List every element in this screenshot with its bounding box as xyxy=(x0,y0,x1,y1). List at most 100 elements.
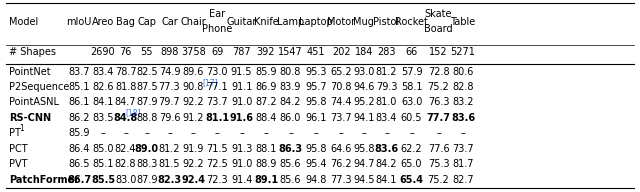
Text: 1: 1 xyxy=(19,124,24,133)
Text: 85.6: 85.6 xyxy=(280,159,301,169)
Text: 81.7: 81.7 xyxy=(452,159,474,169)
Text: 283: 283 xyxy=(377,47,396,57)
Text: 82.5: 82.5 xyxy=(136,67,157,77)
Text: 85.9: 85.9 xyxy=(68,128,90,138)
Text: –: – xyxy=(461,128,465,138)
Text: P2Sequence: P2Sequence xyxy=(10,82,70,92)
Text: 82.7: 82.7 xyxy=(452,175,474,185)
Text: 91.0: 91.0 xyxy=(231,97,252,107)
Text: 84.2: 84.2 xyxy=(376,159,397,169)
Text: 86.0: 86.0 xyxy=(280,113,301,123)
Text: 73.7: 73.7 xyxy=(330,113,352,123)
Text: 74.4: 74.4 xyxy=(331,97,352,107)
Text: –: – xyxy=(191,128,196,138)
Text: 86.7: 86.7 xyxy=(67,175,92,185)
Text: 75.3: 75.3 xyxy=(428,159,449,169)
Text: –: – xyxy=(409,128,414,138)
Text: –: – xyxy=(384,128,389,138)
Text: 76: 76 xyxy=(120,47,132,57)
Text: –: – xyxy=(314,128,319,138)
Text: 81.2: 81.2 xyxy=(159,144,180,154)
Text: 83.5: 83.5 xyxy=(92,113,114,123)
Text: 94.5: 94.5 xyxy=(353,175,374,185)
Text: 85.1: 85.1 xyxy=(92,159,114,169)
Text: 83.0: 83.0 xyxy=(115,175,136,185)
Text: PCT: PCT xyxy=(10,144,28,154)
Text: 787: 787 xyxy=(232,47,251,57)
Text: 57.9: 57.9 xyxy=(401,67,422,77)
Text: 88.1: 88.1 xyxy=(255,144,276,154)
Text: Board: Board xyxy=(424,24,453,34)
Text: –: – xyxy=(339,128,344,138)
Text: 82.8: 82.8 xyxy=(115,159,136,169)
Text: 72.3: 72.3 xyxy=(206,175,228,185)
Text: 73.7: 73.7 xyxy=(452,144,474,154)
Text: –: – xyxy=(264,128,269,138)
Text: 95.8: 95.8 xyxy=(353,144,374,154)
Text: 75.2: 75.2 xyxy=(428,175,449,185)
Text: 83.6: 83.6 xyxy=(374,144,399,154)
Text: 70.8: 70.8 xyxy=(331,82,352,92)
Text: 86.3: 86.3 xyxy=(278,144,303,154)
Text: 62.2: 62.2 xyxy=(401,144,422,154)
Text: 87.5: 87.5 xyxy=(136,82,157,92)
Text: 94.6: 94.6 xyxy=(353,82,374,92)
Text: 79.6: 79.6 xyxy=(159,113,180,123)
Text: 89.0: 89.0 xyxy=(135,144,159,154)
Text: 88.4: 88.4 xyxy=(255,113,276,123)
Text: –: – xyxy=(362,128,366,138)
Text: 77.3: 77.3 xyxy=(159,82,180,92)
Text: 84.2: 84.2 xyxy=(280,97,301,107)
Text: [18]: [18] xyxy=(125,109,141,118)
Text: 91.6: 91.6 xyxy=(230,113,253,123)
Text: 94.8: 94.8 xyxy=(305,175,327,185)
Text: –: – xyxy=(167,128,172,138)
Text: 65.2: 65.2 xyxy=(330,67,352,77)
Text: 79.7: 79.7 xyxy=(159,97,180,107)
Text: 85.6: 85.6 xyxy=(280,175,301,185)
Text: [17]: [17] xyxy=(203,78,218,87)
Text: 89.6: 89.6 xyxy=(182,67,204,77)
Text: 84.1: 84.1 xyxy=(92,97,114,107)
Text: PointASNL: PointASNL xyxy=(10,97,60,107)
Text: 86.9: 86.9 xyxy=(255,82,276,92)
Text: 82.3: 82.3 xyxy=(157,175,182,185)
Text: 63.0: 63.0 xyxy=(401,97,422,107)
Text: 83.6: 83.6 xyxy=(451,113,475,123)
Text: 392: 392 xyxy=(257,47,275,57)
Text: 79.3: 79.3 xyxy=(376,82,397,92)
Text: 83.2: 83.2 xyxy=(452,97,474,107)
Text: 87.9: 87.9 xyxy=(136,97,157,107)
Text: 95.3: 95.3 xyxy=(305,67,327,77)
Text: 95.7: 95.7 xyxy=(305,82,327,92)
Text: 81.2: 81.2 xyxy=(376,67,397,77)
Text: 83.4: 83.4 xyxy=(376,113,397,123)
Text: 71.5: 71.5 xyxy=(206,144,228,154)
Text: 94.1: 94.1 xyxy=(353,113,374,123)
Text: 87.2: 87.2 xyxy=(255,97,277,107)
Text: 5271: 5271 xyxy=(451,47,476,57)
Text: PatchFormer: PatchFormer xyxy=(10,175,79,185)
Text: –: – xyxy=(123,128,128,138)
Text: 76.2: 76.2 xyxy=(330,159,352,169)
Text: Laptop: Laptop xyxy=(300,17,333,27)
Text: 82.6: 82.6 xyxy=(92,82,114,92)
Text: Bag: Bag xyxy=(116,17,135,27)
Text: Knife: Knife xyxy=(253,17,278,27)
Text: 60.5: 60.5 xyxy=(401,113,422,123)
Text: 75.2: 75.2 xyxy=(428,82,449,92)
Text: 93.0: 93.0 xyxy=(353,67,374,77)
Text: 65.0: 65.0 xyxy=(401,159,422,169)
Text: 73.7: 73.7 xyxy=(206,97,228,107)
Text: 86.5: 86.5 xyxy=(68,159,90,169)
Text: 77.7: 77.7 xyxy=(426,113,451,123)
Text: Model: Model xyxy=(10,17,38,27)
Text: 91.0: 91.0 xyxy=(231,159,252,169)
Text: 65.4: 65.4 xyxy=(399,175,424,185)
Text: 77.6: 77.6 xyxy=(428,144,449,154)
Text: 73.0: 73.0 xyxy=(206,67,228,77)
Text: Mug: Mug xyxy=(353,17,374,27)
Text: 86.2: 86.2 xyxy=(68,113,90,123)
Text: RS-CNN: RS-CNN xyxy=(10,113,52,123)
Text: 184: 184 xyxy=(355,47,373,57)
